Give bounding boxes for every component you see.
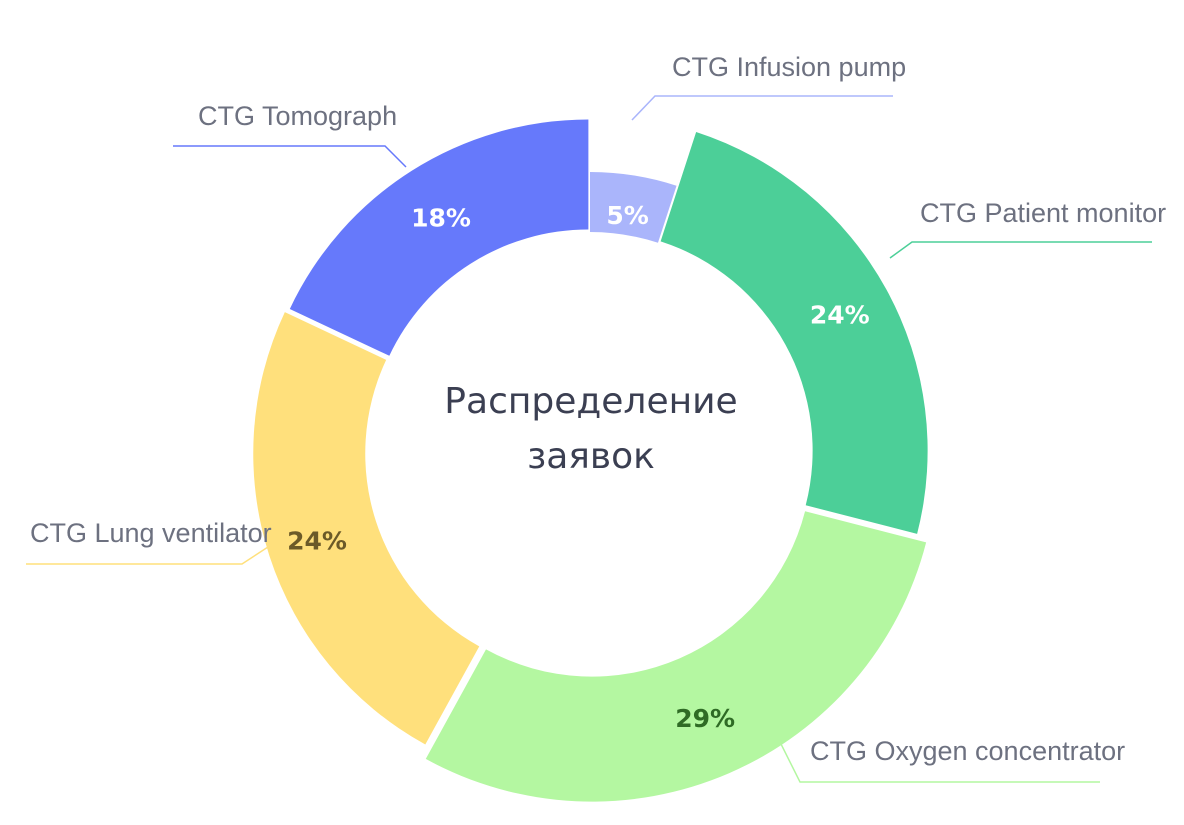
callout-label-ctg-oxygen-concentrator: CTG Oxygen concentrator (810, 736, 1125, 766)
callout-leaders (26, 95, 1152, 783)
slice-value-labels: 5% 24% 29% 24% 18% (287, 201, 870, 733)
slice-ctg-lung-ventilator (253, 312, 480, 745)
callout-label-ctg-patient-monitor: CTG Patient monitor (920, 198, 1166, 228)
callout-leader-ctg-oxygen-concentrator (779, 741, 1100, 783)
slice-ctg-patient-monitor (660, 131, 928, 534)
callout-label-ctg-tomograph: CTG Tomograph (198, 101, 397, 131)
callout-leader-ctg-lung-ventilator (26, 546, 269, 565)
slice-ctg-infusion-pump (590, 172, 677, 243)
chart-title-line-2: заявок (527, 436, 655, 477)
slice-value-label-ctg-lung-ventilator: 24% (287, 527, 347, 556)
slice-value-label-ctg-oxygen-concentrator: 29% (675, 704, 735, 733)
slice-value-label-ctg-tomograph: 18% (411, 203, 471, 232)
chart-title-line-1: Распределение (444, 381, 737, 422)
slice-ctg-tomograph (289, 119, 589, 356)
donut-slices (253, 119, 928, 802)
slice-ctg-oxygen-concentrator (425, 511, 927, 802)
callout-labels: CTG Infusion pump CTG Patient monitor CTG … (30, 52, 1166, 766)
callout-leader-ctg-infusion-pump (631, 95, 893, 121)
slice-value-label-ctg-patient-monitor: 24% (810, 301, 870, 330)
callout-label-ctg-lung-ventilator: CTG Lung ventilator (30, 518, 272, 548)
slice-value-label-ctg-infusion-pump: 5% (606, 201, 648, 230)
callout-leader-ctg-tomograph (173, 145, 407, 168)
callout-label-ctg-infusion-pump: CTG Infusion pump (672, 52, 906, 82)
callout-leader-ctg-patient-monitor (889, 241, 1152, 259)
